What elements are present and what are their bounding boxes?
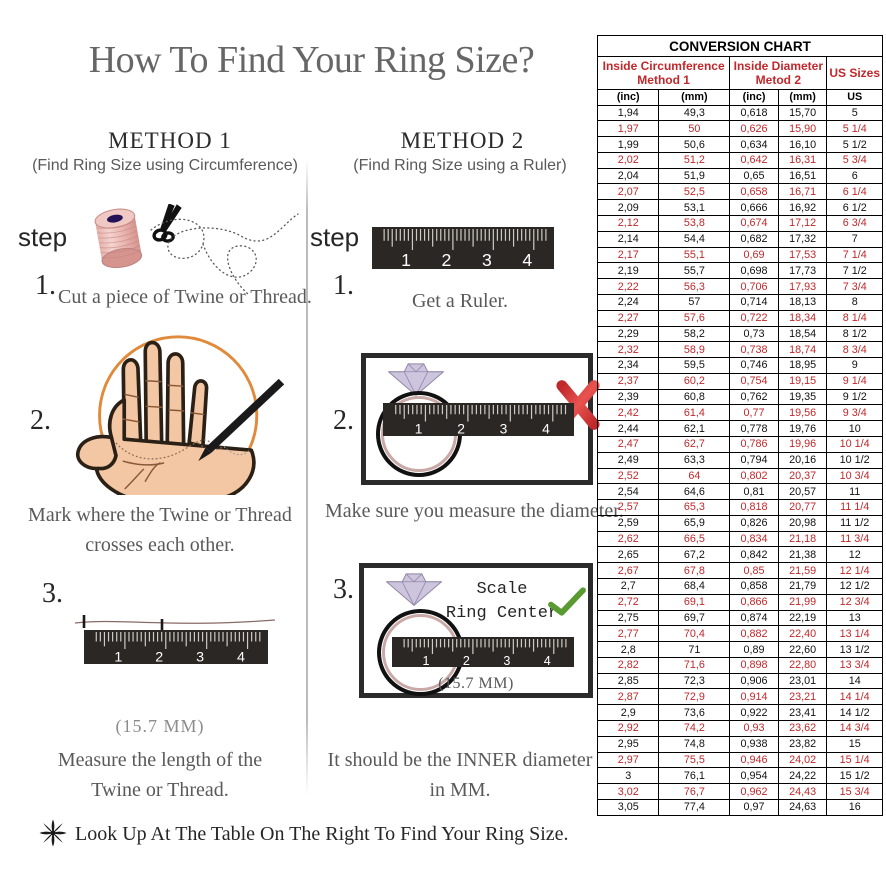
svg-text:2: 2	[463, 654, 470, 667]
svg-text:2: 2	[155, 650, 163, 664]
svg-text:1: 1	[422, 654, 429, 667]
svg-text:3: 3	[500, 421, 508, 436]
svg-text:2: 2	[442, 250, 452, 269]
svg-text:3: 3	[482, 250, 492, 269]
svg-text:4: 4	[544, 654, 551, 667]
svg-text:1: 1	[114, 650, 122, 664]
svg-text:2: 2	[457, 421, 465, 436]
svg-text:4: 4	[522, 250, 532, 269]
svg-text:1: 1	[415, 421, 423, 436]
svg-text:3: 3	[196, 650, 204, 664]
svg-text:3: 3	[503, 654, 510, 667]
svg-text:4: 4	[542, 421, 550, 436]
svg-text:4: 4	[237, 650, 245, 664]
svg-text:1: 1	[401, 250, 411, 269]
